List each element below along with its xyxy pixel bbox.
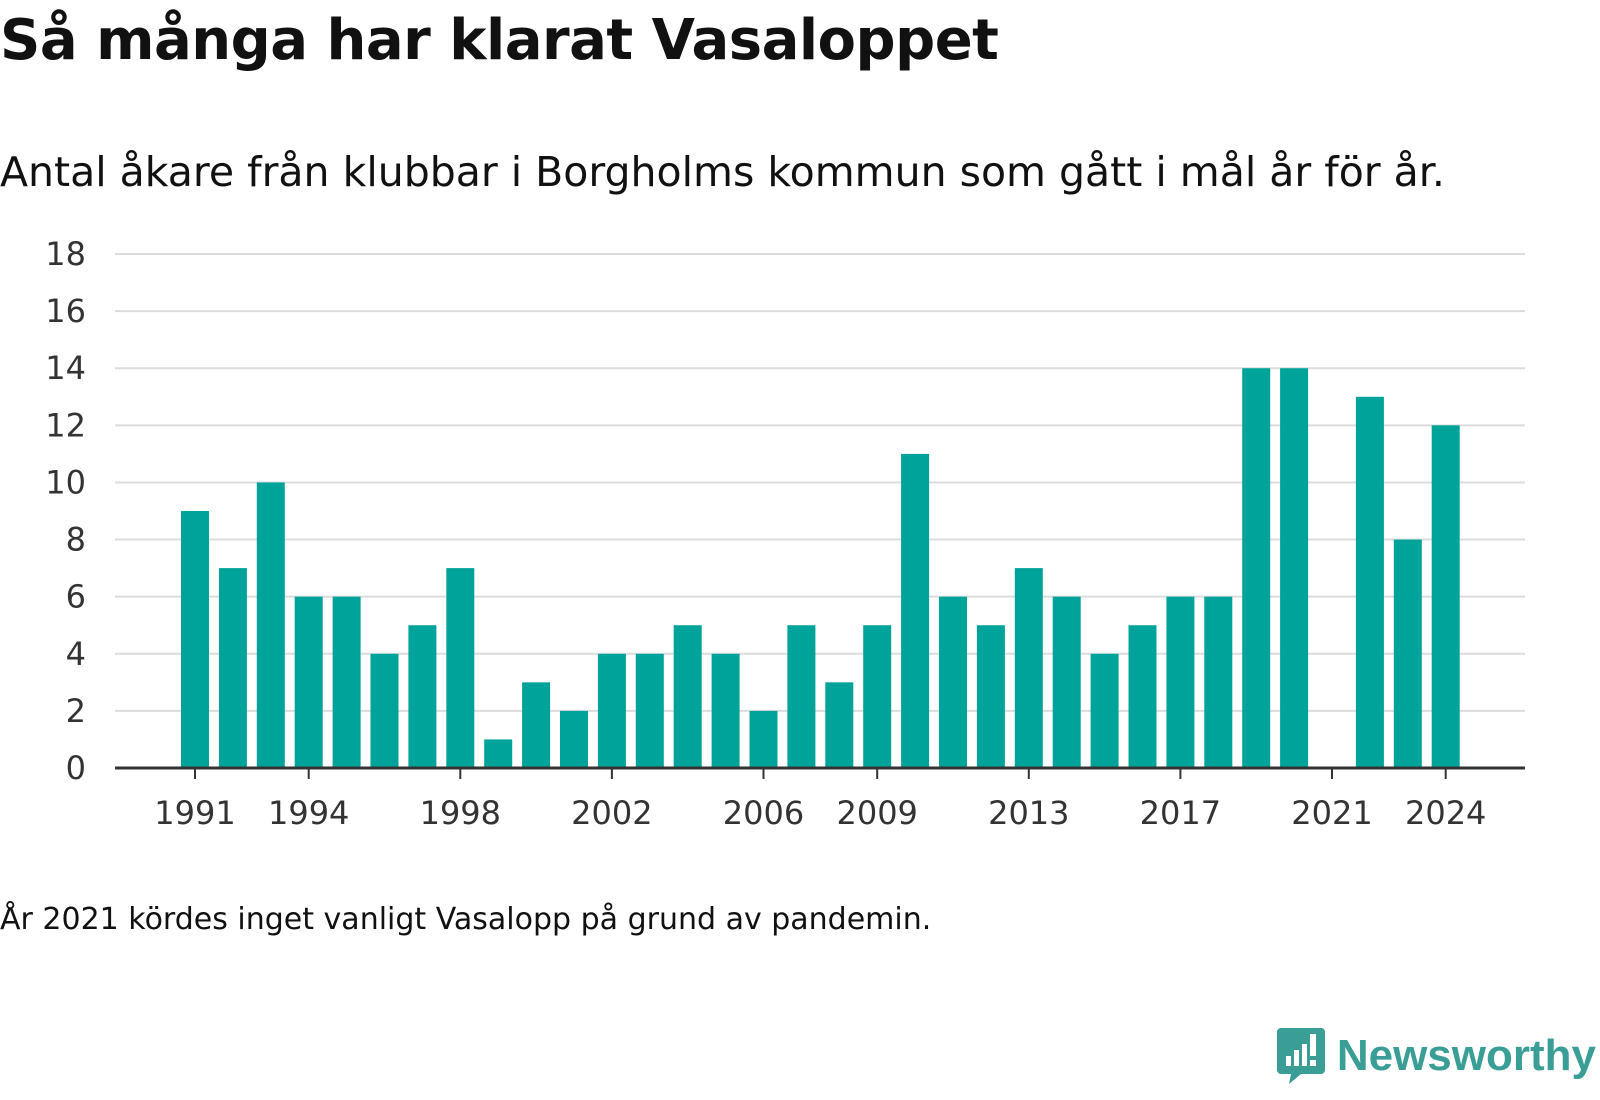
bar-2008 — [825, 682, 854, 768]
y-tick-label: 14 — [45, 349, 86, 387]
bar-2010 — [901, 453, 930, 768]
bar-2015 — [1090, 653, 1119, 768]
bar-2013 — [1014, 568, 1043, 768]
chart-subtitle: Antal åkare från klubbar i Borgholms kom… — [0, 148, 1445, 196]
bar-2017 — [1166, 596, 1195, 768]
gridlines — [115, 253, 1525, 712]
bar-2009 — [863, 625, 892, 768]
bar-2024 — [1431, 425, 1460, 768]
bar-2019 — [1242, 368, 1271, 768]
x-tick-label: 2024 — [1405, 794, 1486, 832]
x-tick-label: 1998 — [420, 794, 501, 832]
bar-1999 — [484, 739, 513, 768]
x-tick-label: 2002 — [571, 794, 652, 832]
y-tick-label: 4 — [66, 635, 86, 673]
y-tick-label: 12 — [45, 406, 86, 444]
x-tick-label: 2017 — [1140, 794, 1221, 832]
bar-2003 — [635, 653, 664, 768]
bar-2006 — [749, 710, 778, 768]
y-tick-label: 2 — [66, 692, 86, 730]
y-tick-label: 0 — [66, 749, 86, 787]
y-axis-ticks: 0 2 4 6 8 10 12 14 16 18 — [45, 235, 86, 787]
bar-2012 — [976, 625, 1005, 768]
bar-1994 — [294, 596, 323, 768]
bars — [181, 368, 1460, 768]
y-tick-label: 18 — [45, 235, 86, 273]
bar-2000 — [522, 682, 551, 768]
bar-1998 — [446, 568, 475, 768]
bar-2004 — [673, 625, 702, 768]
x-tick-label: 2013 — [988, 794, 1069, 832]
y-tick-label: 16 — [45, 292, 86, 330]
x-tick-label: 1994 — [268, 794, 349, 832]
bar-chart: 0 2 4 6 8 10 12 14 16 18 1991 1994 1998 2002 2006 2009… — [45, 235, 1525, 832]
y-tick-label: 6 — [66, 578, 86, 616]
newsworthy-brand: Newsworthy — [1275, 1026, 1596, 1086]
bar-2001 — [560, 710, 588, 768]
y-tick-label: 10 — [45, 463, 86, 501]
bar-2023 — [1393, 539, 1422, 768]
bar-1991 — [181, 511, 209, 768]
bar-2007 — [787, 625, 816, 768]
x-axis-ticks: 1991 1994 1998 2002 2006 2009 2013 2017 2021 2024 — [154, 768, 1486, 832]
bar-1996 — [370, 653, 399, 768]
bar-2014 — [1052, 596, 1081, 768]
y-tick-label: 8 — [66, 521, 86, 559]
chart-title: Så många har klarat Vasaloppet — [0, 8, 999, 73]
bar-2011 — [939, 596, 967, 768]
bar-2022 — [1355, 396, 1384, 768]
bar-2016 — [1128, 625, 1157, 768]
bar-1992 — [218, 568, 247, 768]
footnote: År 2021 kördes inget vanligt Vasalopp på… — [0, 902, 932, 937]
bar-1997 — [408, 625, 437, 768]
brand-name: Newsworthy — [1336, 1031, 1596, 1080]
x-tick-label: 2021 — [1291, 794, 1372, 832]
x-tick-label: 2006 — [723, 794, 804, 832]
bar-2005 — [711, 653, 740, 768]
newsworthy-logo-icon — [1276, 1028, 1325, 1084]
bar-2002 — [597, 653, 626, 768]
x-tick-label: 1991 — [154, 794, 235, 832]
bar-1995 — [332, 596, 361, 768]
bar-2020 — [1280, 368, 1309, 768]
bar-2018 — [1204, 596, 1233, 768]
bar-1993 — [256, 482, 285, 768]
x-tick-label: 2009 — [836, 794, 917, 832]
